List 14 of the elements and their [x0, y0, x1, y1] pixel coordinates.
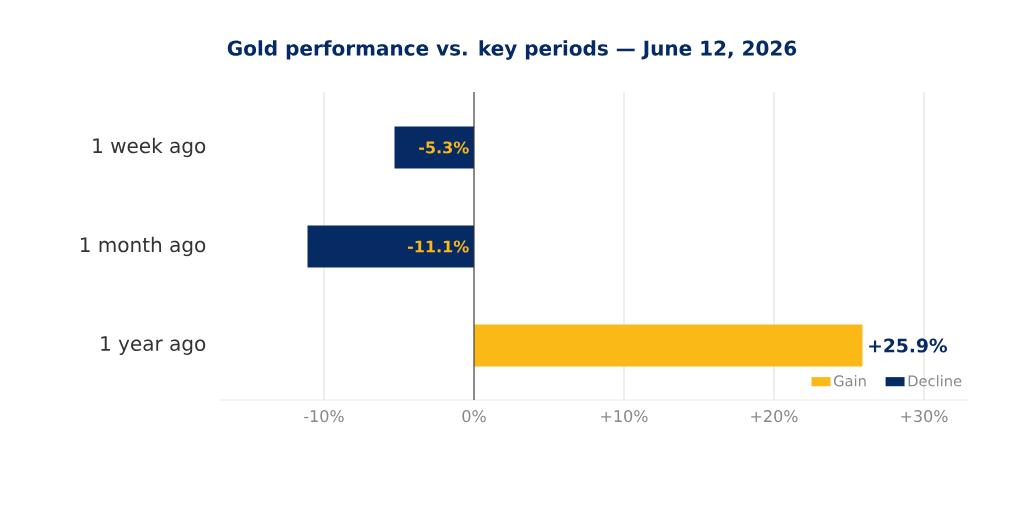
x-tick-label: +30%	[901, 410, 948, 423]
y-tick-label: 1 week ago	[93, 137, 206, 158]
x-tick-label: +20%	[751, 410, 798, 423]
y-tick-label: 1 month ago	[80, 236, 206, 257]
data-label: -11.1%	[408, 240, 469, 253]
data-label: +25.9%	[869, 338, 948, 353]
x-tick-label: +10%	[601, 410, 648, 423]
legend-label: Decline	[908, 375, 962, 387]
x-tick-label: -10%	[304, 410, 344, 423]
legend-label: Gain	[834, 375, 866, 387]
data-label: -5.3%	[419, 141, 469, 154]
y-tick-label: 1 year ago	[101, 336, 206, 355]
chart-title: Gold performance vs. key periods — June 12, 2026	[227, 40, 797, 60]
x-tick-label: 0%	[462, 410, 486, 423]
